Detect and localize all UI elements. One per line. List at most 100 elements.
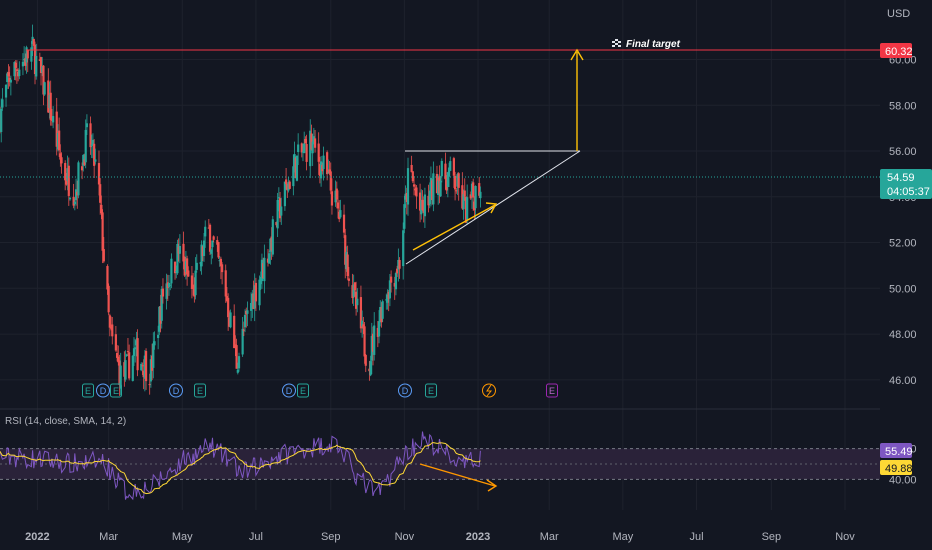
candle-body: [60, 157, 63, 164]
candle-body: [294, 157, 297, 179]
candle-body: [80, 166, 84, 171]
candle-body: [453, 175, 457, 190]
candle-body: [452, 158, 455, 176]
candle-body: [431, 180, 434, 201]
candle-body: [52, 116, 55, 123]
candle-body: [160, 288, 163, 321]
candle-body: [100, 204, 103, 214]
candle-body: [329, 171, 332, 191]
candle-body: [326, 152, 329, 175]
candle-body: [312, 136, 315, 144]
rsi-tick-label: 40.00: [889, 474, 917, 486]
candle-body: [195, 262, 198, 270]
time-tick-label: May: [172, 531, 193, 543]
candle-body: [43, 82, 46, 95]
candle-body: [263, 257, 266, 282]
candle-body: [414, 188, 417, 191]
triangle-bottom-trendline[interactable]: [405, 150, 581, 265]
rsi-pane: [0, 408, 932, 501]
candle-body: [318, 163, 321, 176]
candle-body: [258, 279, 261, 306]
candle-body: [102, 249, 105, 262]
dividend-badge[interactable]: D: [169, 383, 183, 398]
candle-body: [355, 291, 358, 309]
candle-body: [411, 171, 414, 182]
candle-body: [449, 161, 452, 171]
price-axis[interactable]: USD 46.0048.0050.0052.0054.0056.0058.006…: [880, 0, 932, 520]
earnings-badge-box: [110, 383, 122, 398]
candle-body: [268, 253, 271, 264]
candle-body: [55, 111, 58, 147]
dividend-badge[interactable]: D: [398, 383, 412, 398]
candle-body: [207, 227, 210, 229]
candle-body: [396, 268, 399, 274]
candle-body: [351, 285, 354, 298]
earnings-badge-box: [194, 383, 206, 398]
time-tick-label: Nov: [835, 531, 855, 543]
candle-body: [423, 194, 427, 217]
candle-body: [327, 172, 330, 174]
candle-body: [101, 212, 104, 251]
event-badge-label: E: [300, 386, 306, 396]
candle-body: [310, 133, 313, 150]
candle-body: [422, 207, 425, 213]
candle-body: [305, 144, 308, 162]
candle-body: [33, 44, 37, 75]
candle-body: [118, 360, 121, 386]
candle-body: [243, 314, 247, 328]
candle-body: [225, 296, 229, 301]
candle-body: [170, 258, 173, 284]
dividend-badge-circle: [282, 383, 296, 398]
earnings-badge[interactable]: E: [110, 383, 122, 398]
candle-body: [47, 80, 50, 113]
earnings-badge[interactable]: E: [425, 383, 437, 398]
support-arrow-shaft[interactable]: [412, 204, 496, 251]
candle-body: [141, 365, 144, 367]
candle-body: [21, 61, 25, 67]
candle-body: [32, 38, 35, 46]
earnings-badge[interactable]: E: [297, 383, 309, 398]
candle-body: [440, 160, 443, 177]
candle-body: [183, 256, 186, 276]
candle-body: [109, 326, 113, 329]
event-badge-label: E: [85, 386, 91, 396]
earnings-badge[interactable]: E: [194, 383, 206, 398]
candle-body: [7, 72, 10, 77]
candle-body: [293, 154, 296, 168]
dividend-badge[interactable]: D: [96, 383, 110, 398]
candle-body: [379, 306, 382, 322]
candle-body: [31, 36, 34, 44]
candle-body: [150, 355, 154, 371]
event-badge-label: D: [286, 386, 293, 396]
candle-body: [208, 224, 212, 252]
time-tick-label: Nov: [395, 531, 415, 543]
currency-label: USD: [887, 8, 910, 20]
candle-body: [342, 214, 346, 233]
candle-body: [48, 94, 51, 108]
candle-body: [336, 202, 340, 209]
candle-body: [200, 244, 203, 267]
candle-body: [58, 130, 61, 151]
candle-body: [388, 280, 392, 299]
candle-body: [439, 180, 442, 197]
candle-body: [385, 299, 388, 301]
target-label[interactable]: Final target: [626, 39, 681, 50]
dividend-badge-circle: [169, 383, 183, 398]
candle-body: [123, 362, 126, 377]
dividend-badge[interactable]: D: [282, 383, 296, 398]
candle-body: [217, 242, 220, 258]
candle-body: [319, 161, 323, 179]
candle-body: [159, 306, 162, 324]
earnings-badge[interactable]: E: [82, 383, 94, 398]
time-axis[interactable]: 2022 Mar May Jul Sep Nov 2023 Mar May Jul Sep Nov: [0, 522, 932, 550]
rsi-legend[interactable]: RSI (14, close, SMA, 14, 2): [5, 416, 126, 427]
time-tick-label: Mar: [540, 531, 559, 543]
rsi-divergence-arrow-shaft[interactable]: [419, 463, 496, 487]
candle-body: [167, 282, 171, 288]
candle-body: [292, 166, 295, 187]
time-tick-label: May: [612, 531, 633, 543]
candle-body: [270, 236, 273, 251]
candle-body: [457, 173, 460, 188]
